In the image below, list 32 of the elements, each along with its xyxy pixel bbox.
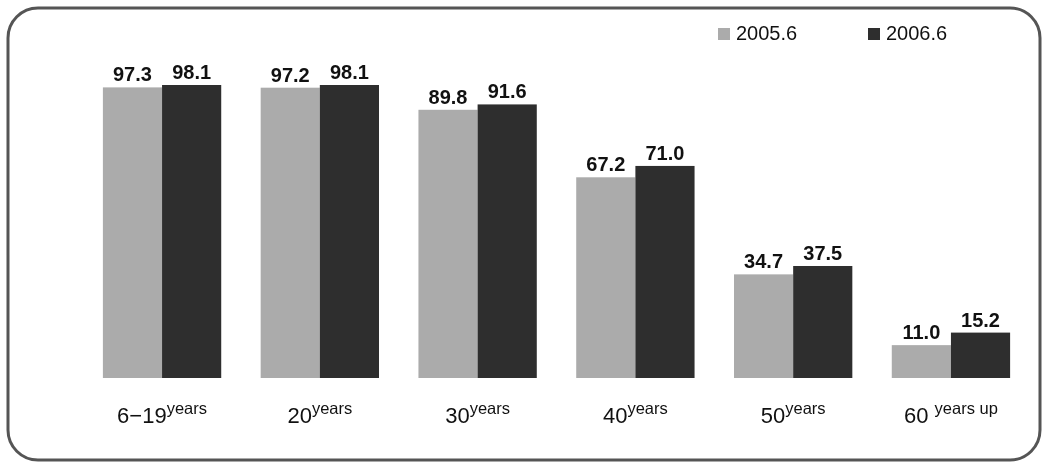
bar (260, 87, 320, 378)
data-label: 67.2 (586, 153, 626, 176)
x-tick-label: 50$^{years}$ (760, 399, 826, 428)
data-label: 98.1 (172, 61, 212, 83)
bar (950, 332, 1011, 378)
bar (891, 345, 951, 378)
data-label: 37.5 (803, 242, 843, 264)
data-label: 71.0 (645, 141, 685, 164)
bar (734, 274, 794, 378)
legend-label: 2005.6 (736, 22, 798, 44)
x-tick-label: 40$^{years}$ (602, 399, 668, 428)
x-tick-label: 60 $^{years up}$ (904, 399, 998, 428)
x-tick-label: 20$^{years}$ (287, 399, 353, 428)
bar (793, 266, 853, 378)
x-tick-label: 30$^{years}$ (445, 399, 511, 428)
data-label: 98.1 (329, 61, 369, 83)
data-label: 97.3 (113, 63, 152, 86)
legend-label: 2006.6 (886, 22, 948, 44)
data-label: 97.2 (270, 63, 310, 86)
x-tick-label: 6−19$^{years}$ (117, 399, 208, 428)
bar (635, 165, 695, 378)
data-label: 89.8 (428, 85, 468, 108)
bar (162, 85, 222, 378)
bar (418, 109, 478, 378)
bar (477, 104, 537, 378)
data-label: 34.7 (744, 250, 784, 273)
data-label: 15.2 (961, 308, 1000, 331)
data-label: 91.6 (487, 80, 527, 103)
data-label: 11.0 (902, 321, 941, 344)
bar (576, 177, 636, 378)
bar (319, 85, 379, 378)
bar (102, 87, 163, 378)
